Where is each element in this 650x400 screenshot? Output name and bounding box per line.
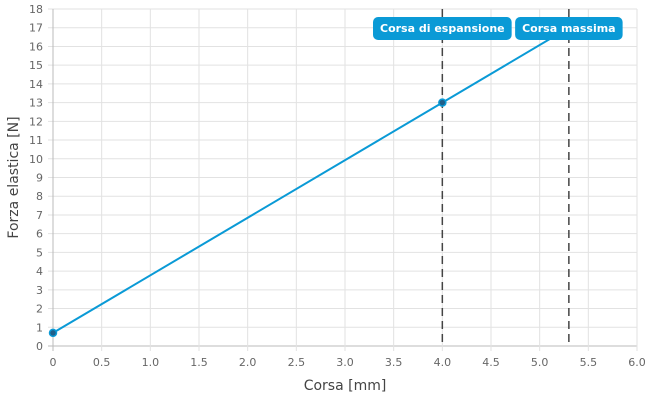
y-tick-label: 2: [36, 303, 43, 316]
data-point: [438, 98, 447, 107]
y-tick-label: 17: [29, 22, 43, 35]
x-tick-label: 4.5: [482, 356, 500, 369]
y-tick-label: 9: [36, 172, 43, 185]
x-tick-label: 0: [50, 356, 57, 369]
y-tick-label: 1: [36, 321, 43, 334]
y-tick-label: 7: [36, 209, 43, 222]
x-tick-label: 6.0: [628, 356, 646, 369]
y-tick-label: 0: [36, 340, 43, 353]
y-tick-label: 4: [36, 265, 43, 278]
y-tick-label: 15: [29, 59, 43, 72]
x-tick-label: 0.5: [93, 356, 111, 369]
y-tick-label: 16: [29, 40, 43, 53]
x-tick-label: 1.0: [142, 356, 160, 369]
y-tick-label: 3: [36, 284, 43, 297]
y-tick-label: 13: [29, 97, 43, 110]
y-tick-label: 5: [36, 246, 43, 259]
x-tick-label: 3.0: [336, 356, 354, 369]
x-tick-label: 3.5: [385, 356, 403, 369]
data-point: [48, 328, 58, 338]
annotation-label: Corsa di espansione: [380, 22, 505, 35]
y-tick-label: 18: [29, 3, 43, 16]
annotation-badge: [515, 17, 623, 40]
x-tick-label: 5.5: [580, 356, 598, 369]
annotation-badge: [373, 17, 512, 40]
y-tick-label: 6: [36, 228, 43, 241]
annotation-label: Corsa massima: [522, 22, 616, 35]
x-tick-label: 4.0: [434, 356, 452, 369]
y-tick-label: 10: [29, 153, 43, 166]
x-tick-label: 2.5: [288, 356, 306, 369]
x-axis-label: Corsa [mm]: [304, 378, 387, 394]
y-tick-label: 8: [36, 190, 43, 203]
x-tick-label: 1.5: [190, 356, 208, 369]
x-tick-label: 5.0: [531, 356, 549, 369]
y-tick-label: 12: [29, 115, 43, 128]
y-tick-label: 14: [29, 78, 43, 91]
y-axis-label: Forza elastica [N]: [6, 116, 22, 238]
x-tick-label: 2.0: [239, 356, 257, 369]
y-tick-label: 11: [29, 134, 43, 147]
